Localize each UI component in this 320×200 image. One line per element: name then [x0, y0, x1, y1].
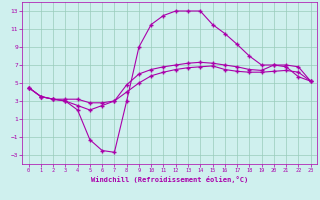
X-axis label: Windchill (Refroidissement éolien,°C): Windchill (Refroidissement éolien,°C): [91, 176, 248, 183]
